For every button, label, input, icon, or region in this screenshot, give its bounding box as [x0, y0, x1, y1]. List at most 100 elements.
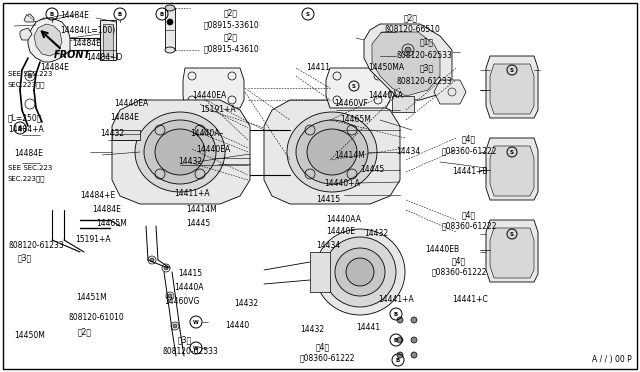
Circle shape: [405, 47, 411, 53]
Text: 14440E: 14440E: [326, 228, 355, 237]
Text: 14484E: 14484E: [72, 38, 101, 48]
Text: SEC.223参照: SEC.223参照: [8, 176, 45, 182]
Text: Ⓢ08360-61222: Ⓢ08360-61222: [442, 221, 497, 231]
Circle shape: [167, 19, 173, 25]
Text: SEE SEC.223: SEE SEC.223: [8, 165, 52, 171]
Ellipse shape: [155, 129, 205, 175]
Text: ⓜ08915-43610: ⓜ08915-43610: [204, 45, 260, 54]
Text: （3）: （3）: [18, 253, 32, 263]
Text: 14432: 14432: [300, 326, 324, 334]
Text: ß08120-61010: ß08120-61010: [68, 314, 124, 323]
Polygon shape: [490, 64, 534, 114]
Text: （3）: （3）: [420, 64, 434, 73]
Text: 14484E: 14484E: [110, 113, 139, 122]
Text: 14484+A: 14484+A: [8, 125, 44, 135]
Text: S: S: [306, 12, 310, 16]
Ellipse shape: [287, 112, 377, 192]
Text: 14465M: 14465M: [340, 115, 371, 124]
Ellipse shape: [165, 5, 175, 11]
Text: 14432: 14432: [178, 157, 202, 167]
Text: B: B: [18, 125, 22, 131]
Text: ß08120-66510: ß08120-66510: [384, 26, 440, 35]
Text: ⓜ08915-33610: ⓜ08915-33610: [204, 20, 260, 29]
Polygon shape: [392, 96, 414, 112]
Text: 14445: 14445: [360, 166, 384, 174]
Text: B: B: [118, 12, 122, 16]
Text: ß08120-61233: ß08120-61233: [396, 77, 452, 87]
Text: 14450MA: 14450MA: [368, 62, 404, 71]
Text: 14441+A: 14441+A: [378, 295, 413, 304]
Circle shape: [397, 337, 403, 343]
Ellipse shape: [135, 112, 225, 192]
Text: 14484+E: 14484+E: [80, 192, 115, 201]
Text: （3）: （3）: [178, 336, 192, 344]
Polygon shape: [310, 252, 330, 292]
Text: 14434: 14434: [316, 241, 340, 250]
Polygon shape: [28, 18, 70, 62]
Text: 14415: 14415: [316, 195, 340, 203]
Text: 14440EA: 14440EA: [114, 99, 148, 109]
Text: S: S: [352, 83, 356, 89]
Text: Ⓢ08360-61222: Ⓢ08360-61222: [300, 353, 355, 362]
Text: （4）: （4）: [316, 343, 330, 352]
Text: Ⓢ08360-61222: Ⓢ08360-61222: [432, 267, 488, 276]
Text: ß08120-62533: ß08120-62533: [396, 51, 452, 60]
Text: （1）: （1）: [420, 38, 434, 46]
Text: 14445: 14445: [186, 219, 211, 228]
Text: 14484E: 14484E: [92, 205, 121, 215]
Circle shape: [411, 317, 417, 323]
Text: 14440A: 14440A: [174, 283, 204, 292]
Polygon shape: [364, 24, 452, 100]
Circle shape: [164, 266, 168, 270]
Text: 14411: 14411: [306, 64, 330, 73]
Polygon shape: [112, 100, 250, 204]
Circle shape: [173, 324, 177, 328]
Text: 14484E: 14484E: [14, 148, 43, 157]
Text: 14440+A: 14440+A: [324, 179, 360, 187]
Text: A / / ) 00 P: A / / ) 00 P: [592, 355, 632, 364]
Polygon shape: [20, 28, 32, 40]
Ellipse shape: [296, 120, 368, 184]
Text: FRONT: FRONT: [54, 50, 91, 60]
Text: 14432: 14432: [100, 128, 124, 138]
Polygon shape: [490, 228, 534, 278]
Text: 14484+D: 14484+D: [86, 52, 122, 61]
Text: （2）: （2）: [224, 9, 238, 17]
Text: 14415: 14415: [178, 269, 202, 279]
Text: （2）: （2）: [78, 327, 92, 337]
Text: 14465M: 14465M: [96, 219, 127, 228]
Ellipse shape: [165, 47, 175, 53]
Text: 15191+A: 15191+A: [75, 235, 111, 244]
Polygon shape: [183, 68, 244, 108]
Text: 14441+C: 14441+C: [452, 295, 488, 304]
Circle shape: [168, 294, 172, 298]
Polygon shape: [103, 24, 113, 56]
Text: B: B: [50, 12, 54, 16]
Text: W: W: [193, 320, 199, 324]
Polygon shape: [112, 130, 140, 140]
Text: 14432: 14432: [234, 298, 258, 308]
Polygon shape: [490, 146, 534, 196]
Text: 14440AA: 14440AA: [368, 90, 403, 99]
Polygon shape: [24, 14, 34, 22]
Text: ß08120-62533: ß08120-62533: [162, 346, 218, 356]
Text: 14440EB: 14440EB: [425, 244, 459, 253]
Text: S: S: [510, 67, 514, 73]
Text: 14414M: 14414M: [334, 151, 365, 160]
Polygon shape: [326, 68, 390, 108]
Text: 14484(L=100): 14484(L=100): [60, 26, 115, 35]
Text: 14432: 14432: [364, 228, 388, 237]
Polygon shape: [100, 20, 116, 60]
Circle shape: [411, 337, 417, 343]
Text: 14484E: 14484E: [60, 12, 89, 20]
Text: 14440EA: 14440EA: [196, 144, 230, 154]
Ellipse shape: [315, 229, 405, 315]
Text: （2）: （2）: [404, 13, 418, 22]
Text: 14434: 14434: [396, 147, 420, 155]
Ellipse shape: [335, 248, 385, 296]
Text: 14451M: 14451M: [76, 294, 107, 302]
Text: ß08120-61233: ß08120-61233: [8, 241, 64, 250]
Text: （4）: （4）: [462, 211, 476, 219]
Polygon shape: [434, 80, 466, 104]
Ellipse shape: [346, 258, 374, 286]
